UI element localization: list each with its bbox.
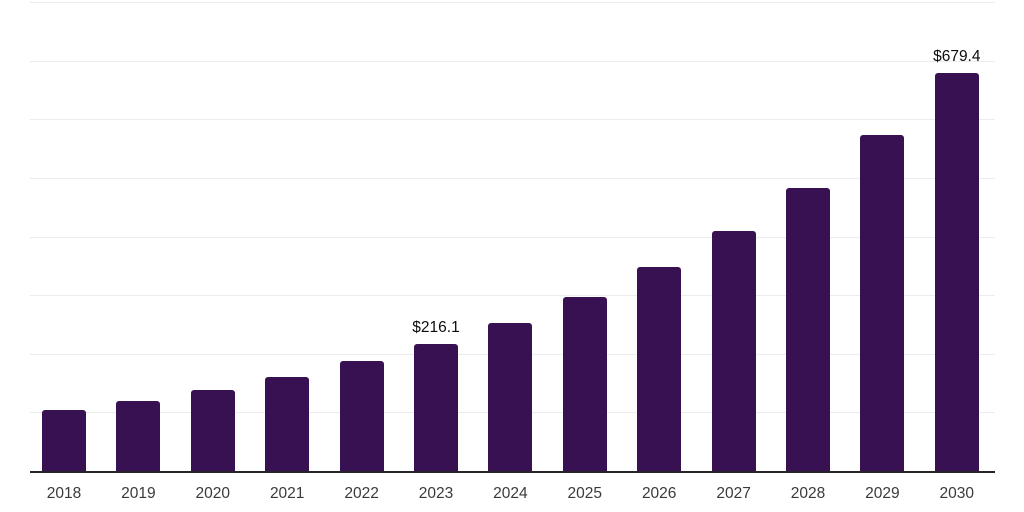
x-tick-2022: 2022 [344, 485, 379, 502]
x-tick-2026: 2026 [641, 485, 677, 502]
gridline-300 [30, 295, 995, 297]
x-tick-2028: 2028 [790, 485, 826, 502]
x-tick-2025: 2025 [567, 485, 603, 502]
x-tick-2029: 2029 [865, 485, 900, 502]
x-tick-2019: 2019 [121, 485, 156, 502]
bar-2028 [786, 188, 830, 471]
bar-2025 [562, 297, 607, 471]
x-tick-2030: 2030 [939, 485, 975, 502]
bar-2026 [637, 267, 682, 471]
gridline-700 [30, 60, 995, 62]
x-tick-2024: 2024 [493, 485, 528, 502]
bar-2029 [860, 135, 905, 471]
gridline-500 [30, 177, 995, 179]
bar-2023 [414, 344, 458, 471]
x-tick-2020: 2020 [195, 485, 231, 502]
x-tick-2018: 2018 [46, 485, 82, 502]
value-label-2030: $679.4 [933, 47, 981, 65]
bar-2030 [934, 72, 979, 471]
value-label-2023: $216.1 [412, 319, 460, 337]
gridline-400 [30, 236, 995, 238]
bar-2021 [265, 377, 310, 471]
x-tick-2023: 2023 [418, 485, 454, 502]
bar-2024 [488, 323, 533, 471]
gridline-600 [30, 119, 995, 121]
bar-2019 [116, 401, 161, 471]
bar-2018 [42, 410, 86, 471]
bar-2027 [711, 231, 756, 471]
x-axis-line [30, 471, 995, 473]
bar-2020 [190, 390, 235, 471]
x-tick-2027: 2027 [716, 485, 751, 502]
x-tick-2021: 2021 [269, 485, 305, 502]
bar-2022 [339, 361, 384, 471]
gridline-800 [30, 1, 995, 3]
